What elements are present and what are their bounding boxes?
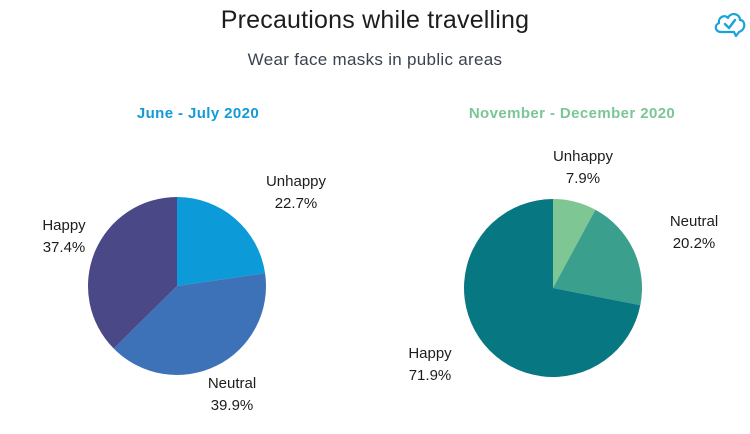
pie-0-label-unhappy: Unhappy [266, 173, 327, 190]
pie-1-label-happy: Happy [408, 345, 452, 362]
pie-0-slice-neutral [113, 273, 266, 376]
pie-0-value-unhappy: 22.7% [275, 195, 318, 212]
pie-1-value-unhappy: 7.9% [566, 170, 600, 187]
pie-0-label-neutral: Neutral [208, 375, 256, 392]
chart-title-nov-dec: November - December 2020 [468, 105, 676, 122]
pie-1-label-unhappy: Unhappy [553, 148, 614, 165]
pie-0-slice-happy [87, 197, 177, 349]
page-title: Precautions while travelling [220, 6, 530, 34]
pie-0-value-neutral: 39.9% [211, 397, 254, 414]
pie-1-slice-happy [464, 199, 641, 377]
pie-1-label-neutral: Neutral [670, 213, 718, 230]
pie-0-label-happy: Happy [42, 217, 86, 234]
page-subtitle: Wear face masks in public areas [247, 50, 503, 69]
pie-1-value-happy: 71.9% [409, 367, 452, 384]
cloud-check-icon [714, 13, 746, 38]
pie-1-slice-neutral [553, 209, 643, 306]
chart-title-june-july: June - July 2020 [136, 105, 260, 122]
pie-1-value-neutral: 20.2% [673, 235, 716, 252]
pie-1-slice-unhappy [553, 199, 596, 288]
pie-0-value-happy: 37.4% [43, 239, 86, 256]
pie-0-slice-unhappy [177, 197, 266, 286]
